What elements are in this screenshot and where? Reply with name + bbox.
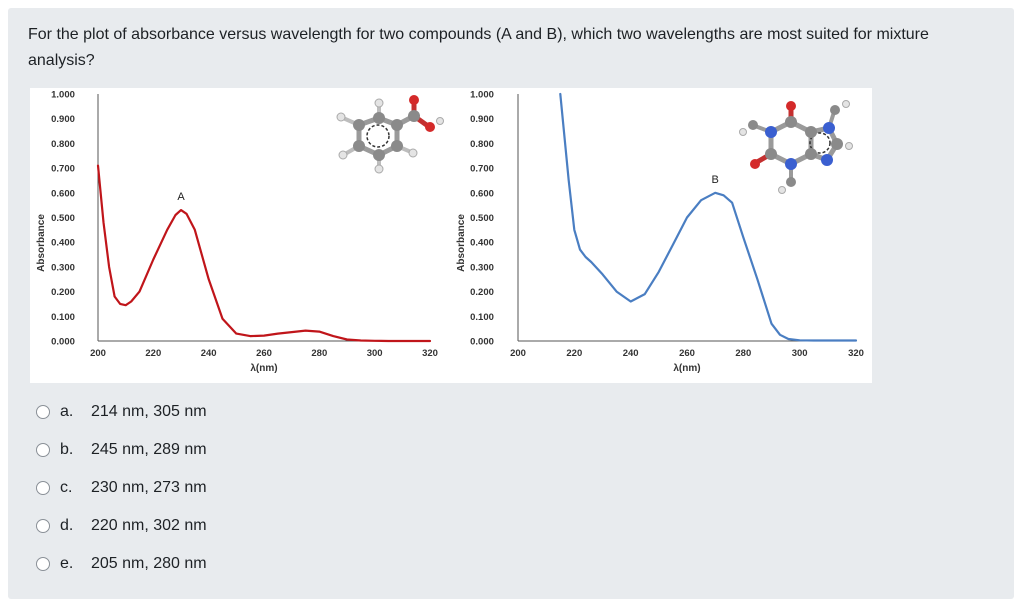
- series-line: [96, 164, 432, 343]
- x-axis-label: λ(nm): [250, 363, 277, 374]
- option-a[interactable]: a. 214 nm, 305 nm: [36, 400, 207, 424]
- x-tick-label: 220: [566, 348, 582, 359]
- x-tick-label: 200: [90, 348, 106, 359]
- x-tick-label: 220: [145, 348, 161, 359]
- option-letter: b.: [60, 441, 74, 458]
- x-tick-label: 260: [256, 348, 272, 359]
- x-tick-label: 280: [311, 348, 327, 359]
- option-e[interactable]: e. 205 nm, 280 nm: [36, 552, 207, 576]
- absorbance-figure: 0.000 0.100 0.200 0.300 0.400 0.500 0.600 0.700…: [30, 88, 872, 383]
- chart-a: 0.000 0.100 0.200 0.300 0.400 0.500 0.600 0.700…: [36, 90, 438, 375]
- y-tick-label: 0.500: [51, 213, 75, 224]
- x-tick-label: 260: [679, 348, 695, 359]
- option-d[interactable]: d. 220 nm, 302 nm: [36, 514, 207, 538]
- radio-button[interactable]: [36, 557, 50, 571]
- question-text: For the plot of absorbance versus wavele…: [28, 26, 929, 69]
- option-c[interactable]: c. 230 nm, 273 nm: [36, 476, 207, 500]
- option-text: 245 nm, 289 nm: [91, 441, 207, 458]
- y-tick-label: 0.900: [51, 114, 75, 125]
- x-tick-label: 320: [848, 348, 864, 359]
- y-tick-label: 1.000: [470, 90, 494, 101]
- chart-b: 0.000 0.100 0.200 0.300 0.400 0.500 0.600 0.700…: [456, 90, 864, 375]
- x-tick-label: 300: [367, 348, 383, 359]
- series-line: [559, 92, 858, 342]
- y-tick-label: 0.000: [51, 337, 75, 348]
- option-letter: d.: [60, 517, 74, 534]
- option-letter: a.: [60, 403, 74, 420]
- y-axis-label: Absorbance: [456, 214, 467, 272]
- y-tick-label: 0.100: [51, 312, 75, 323]
- y-tick-label: 1.000: [51, 90, 75, 101]
- option-letter: e.: [60, 555, 74, 572]
- y-tick-label: 0.800: [51, 139, 75, 150]
- option-text: 214 nm, 305 nm: [91, 403, 207, 420]
- x-tick-label: 240: [201, 348, 217, 359]
- y-tick-label: 0.200: [470, 287, 494, 298]
- y-tick-label: 0.300: [51, 262, 75, 273]
- y-tick-label: 0.000: [470, 337, 494, 348]
- radio-button[interactable]: [36, 519, 50, 533]
- radio-button[interactable]: [36, 443, 50, 457]
- peak-annotation: B: [711, 174, 718, 186]
- y-tick-label: 0.200: [51, 287, 75, 298]
- y-axis-label: Absorbance: [36, 214, 47, 272]
- y-tick-label: 0.600: [51, 188, 75, 199]
- y-tick-label: 0.300: [470, 262, 494, 273]
- y-tick-label: 0.700: [470, 164, 494, 175]
- option-text: 220 nm, 302 nm: [91, 517, 207, 534]
- y-tick-label: 0.900: [470, 114, 494, 125]
- y-tick-label: 0.100: [470, 312, 494, 323]
- y-tick-label: 0.500: [470, 213, 494, 224]
- peak-annotation: A: [177, 191, 185, 203]
- radio-button[interactable]: [36, 405, 50, 419]
- y-tick-label: 0.600: [470, 188, 494, 199]
- option-b[interactable]: b. 245 nm, 289 nm: [36, 438, 207, 462]
- radio-button[interactable]: [36, 481, 50, 495]
- question-card: For the plot of absorbance versus wavele…: [8, 8, 1014, 599]
- y-tick-label: 0.800: [470, 139, 494, 150]
- benzoic-acid-molecule-icon: [336, 95, 444, 174]
- option-letter: c.: [60, 479, 73, 496]
- x-tick-label: 240: [623, 348, 639, 359]
- x-tick-label: 280: [735, 348, 751, 359]
- y-tick-label: 0.400: [51, 238, 75, 249]
- option-text: 230 nm, 273 nm: [91, 479, 207, 496]
- x-axis-label: λ(nm): [673, 363, 700, 374]
- option-text: 205 nm, 280 nm: [91, 555, 207, 572]
- x-tick-label: 300: [792, 348, 808, 359]
- x-tick-label: 320: [422, 348, 438, 359]
- y-tick-label: 0.400: [470, 238, 494, 249]
- caffeine-molecule-icon: [739, 100, 853, 194]
- x-tick-label: 200: [510, 348, 526, 359]
- y-tick-label: 0.700: [51, 164, 75, 175]
